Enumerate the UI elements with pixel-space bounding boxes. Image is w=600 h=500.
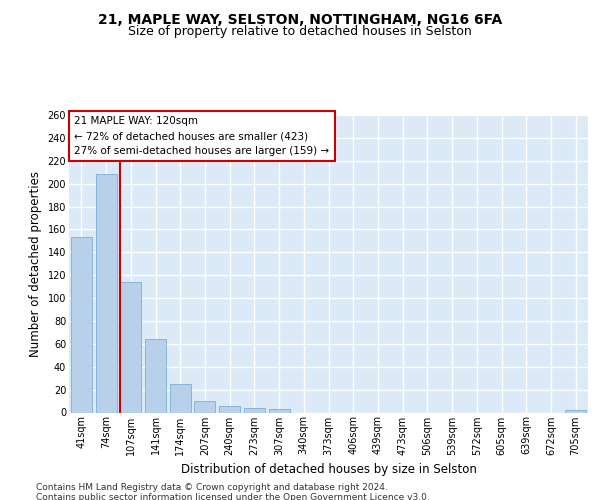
Bar [95,174,116,412]
Y-axis label: Number of detached properties: Number of detached properties [29,171,42,357]
X-axis label: Distribution of detached houses by size in Selston: Distribution of detached houses by size … [181,463,476,476]
Bar [120,282,141,412]
Bar [565,410,586,412]
Bar [145,340,166,412]
Text: Contains HM Land Registry data © Crown copyright and database right 2024.
Contai: Contains HM Land Registry data © Crown c… [36,482,430,500]
Bar [269,409,290,412]
Bar [219,406,240,412]
Bar [71,238,92,412]
Text: Size of property relative to detached houses in Selston: Size of property relative to detached ho… [128,25,472,38]
Bar [244,408,265,412]
Text: 21, MAPLE WAY, SELSTON, NOTTINGHAM, NG16 6FA: 21, MAPLE WAY, SELSTON, NOTTINGHAM, NG16… [98,12,502,26]
Text: 21 MAPLE WAY: 120sqm
← 72% of detached houses are smaller (423)
27% of semi-deta: 21 MAPLE WAY: 120sqm ← 72% of detached h… [74,116,329,156]
Bar [170,384,191,412]
Bar [194,401,215,412]
